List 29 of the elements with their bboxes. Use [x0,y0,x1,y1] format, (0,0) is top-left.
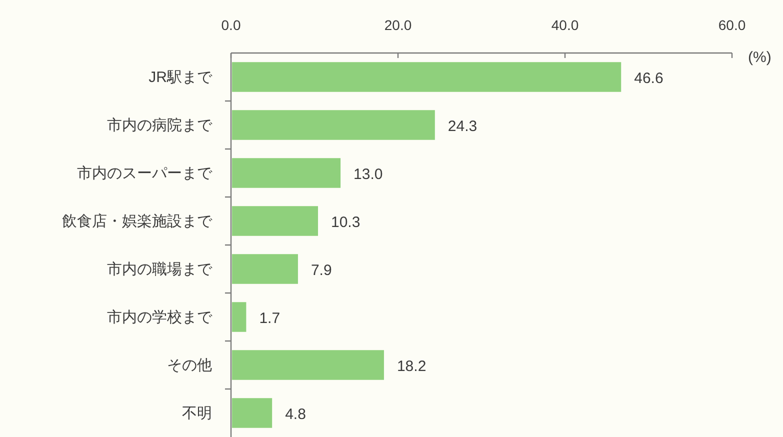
bar [232,110,435,140]
bar [232,254,298,284]
y-tick-label: 市内のスーパーまで [77,165,213,182]
bar [232,350,384,380]
data-label: 4.8 [285,406,306,423]
data-label: 7.9 [310,262,332,279]
x-tick-label: 0.0 [221,17,241,33]
y-tick-label: 飲食店・娯楽施設まで [62,213,213,230]
x-tick-label: 60.0 [718,17,746,33]
bar [232,398,272,428]
x-tick-label: 20.0 [384,17,412,33]
y-tick-label: 市内の病院まで [107,117,213,134]
bar [232,158,341,188]
data-label: 13.0 [354,166,383,183]
y-tick-label: 市内の職場まで [107,261,213,278]
data-label: 10.3 [331,214,360,231]
data-label: 18.2 [396,358,426,375]
bar [232,302,246,332]
data-label: 46.6 [634,70,664,87]
bar [232,206,318,236]
y-tick-label: 市内の学校まで [107,309,213,326]
y-tick-label: その他 [167,357,212,374]
x-axis-title: (%) [748,49,772,66]
data-label: 1.7 [259,310,280,327]
x-tick-label: 40.0 [551,17,579,33]
y-tick-label: JR駅まで [148,69,213,86]
bar [232,62,622,92]
data-label: 24.3 [448,118,478,135]
y-tick-label: 不明 [182,405,212,422]
